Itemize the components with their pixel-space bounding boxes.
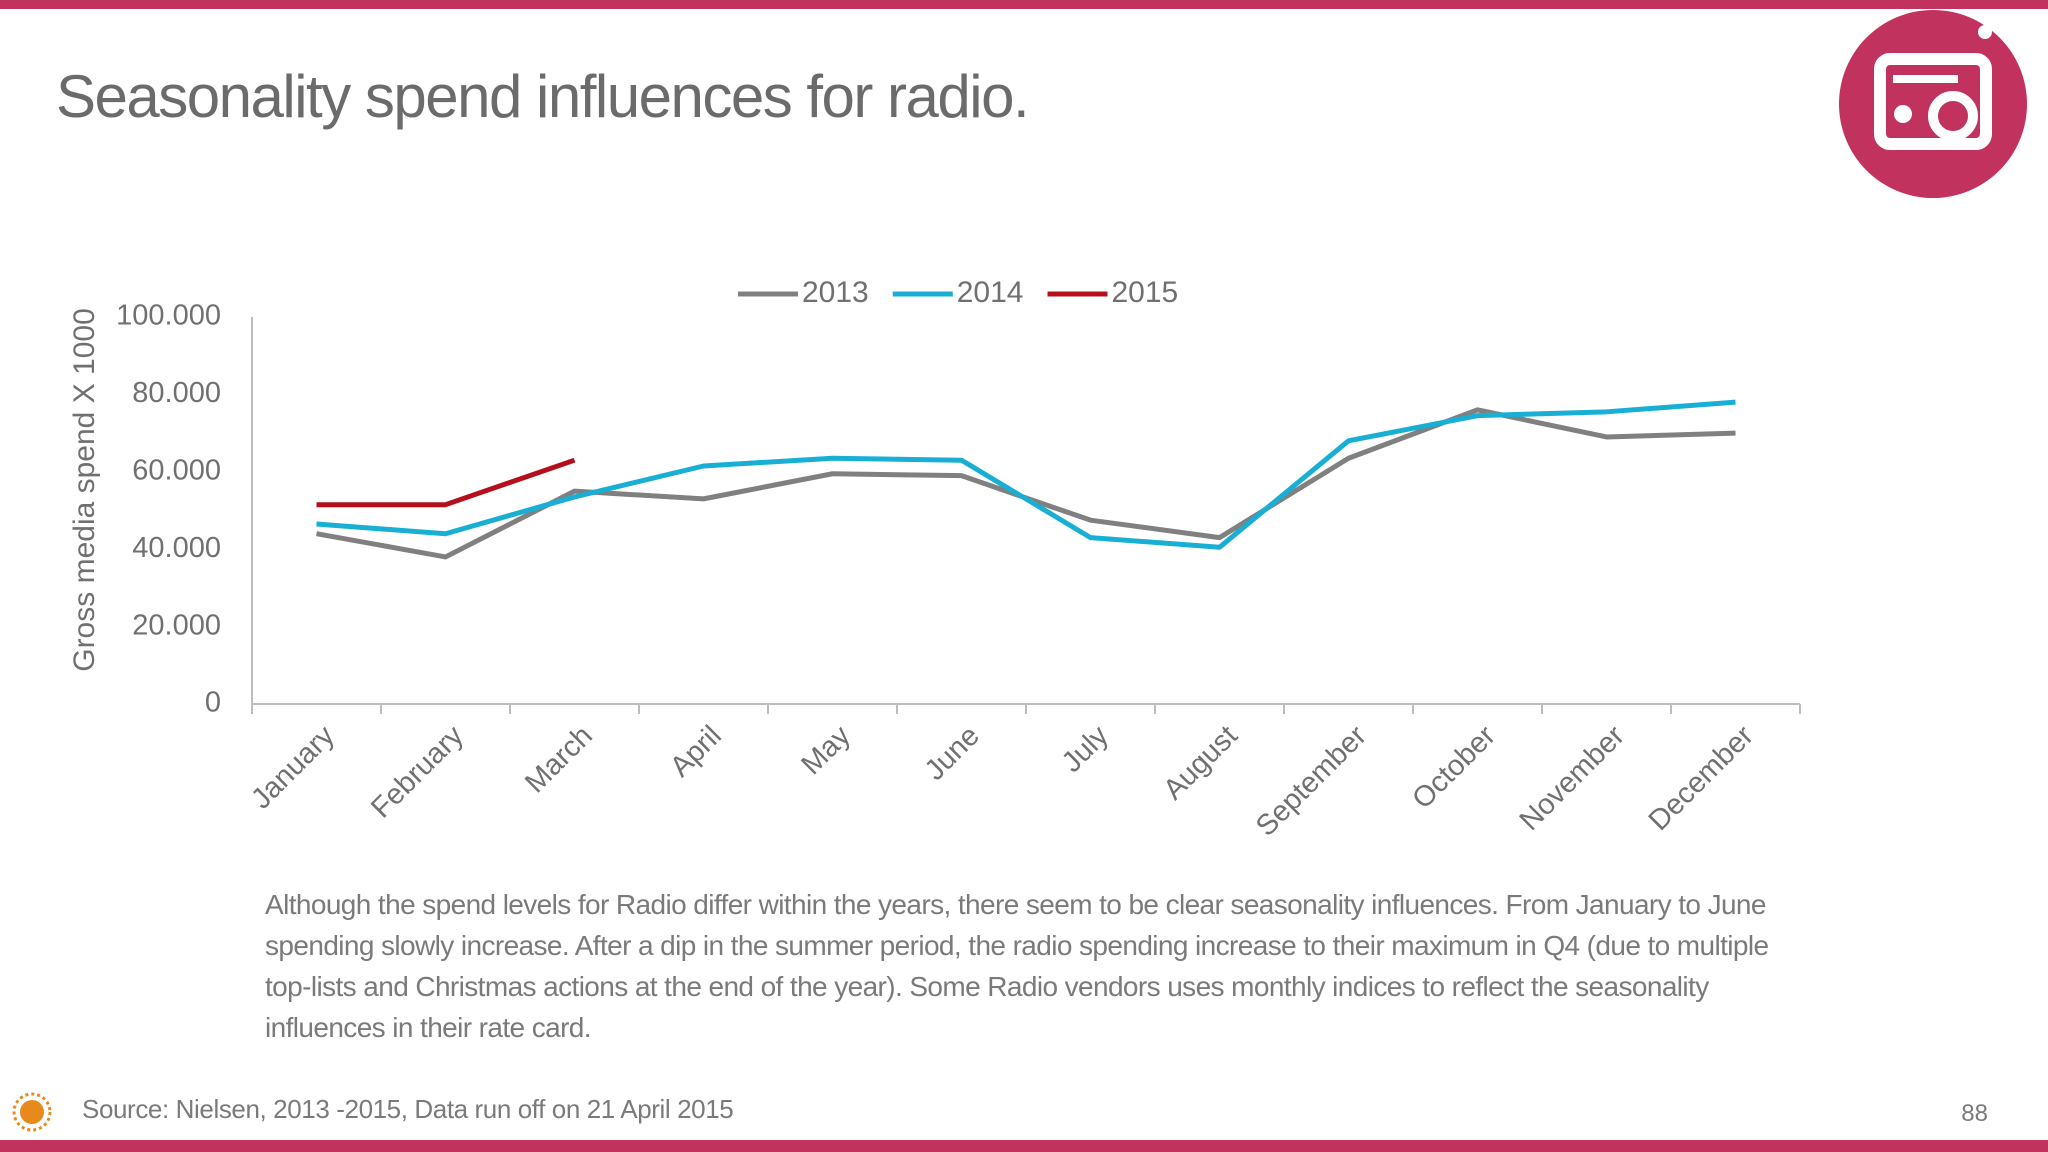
- y-axis-label: Gross media spend X 1000: [68, 308, 101, 672]
- x-tick-label: November: [1514, 720, 1631, 837]
- y-tick-label: 40.000: [132, 532, 221, 564]
- x-tick-label: April: [664, 720, 728, 784]
- x-tick-label: August: [1157, 720, 1243, 806]
- line-series: [316, 407, 1736, 560]
- legend-label: 2015: [1112, 276, 1179, 309]
- x-tick-label: February: [365, 719, 470, 824]
- source: Source: Nielsen, 2013 -2015, Data run of…: [82, 1094, 734, 1124]
- x-tick-label: March: [519, 720, 599, 800]
- bottom-bar: [0, 1140, 2048, 1152]
- page-number: 88: [1961, 1100, 1988, 1127]
- legend-label: 2013: [802, 276, 869, 309]
- x-tick-label: June: [919, 720, 986, 787]
- x-tick-label: May: [795, 719, 857, 781]
- radio-icon: [1839, 10, 2027, 198]
- x-tick-label: January: [245, 719, 341, 815]
- chart: Gross media spend X 1000 0 20.000 40.000 60…: [68, 276, 1801, 843]
- description: Although the spend levels for Radio diff…: [265, 889, 1769, 1043]
- y-tick-label: 0: [205, 687, 221, 719]
- y-tick-label: 100.000: [116, 300, 221, 332]
- line-series: [316, 399, 1736, 550]
- x-tick-label: October: [1406, 720, 1502, 816]
- top-bar: [0, 0, 2048, 9]
- y-tick-label: 80.000: [132, 377, 221, 409]
- y-tick-label: 20.000: [132, 609, 221, 641]
- x-tick-label: July: [1056, 719, 1115, 778]
- legend-label: 2014: [957, 276, 1024, 309]
- y-tick-label: 60.000: [132, 454, 221, 486]
- slide-title: Seasonality spend influences for radio.: [56, 63, 1030, 130]
- line-series: [316, 457, 576, 508]
- x-tick-label: December: [1643, 720, 1760, 837]
- logo: [12, 1092, 52, 1132]
- x-tick-label: September: [1250, 719, 1373, 842]
